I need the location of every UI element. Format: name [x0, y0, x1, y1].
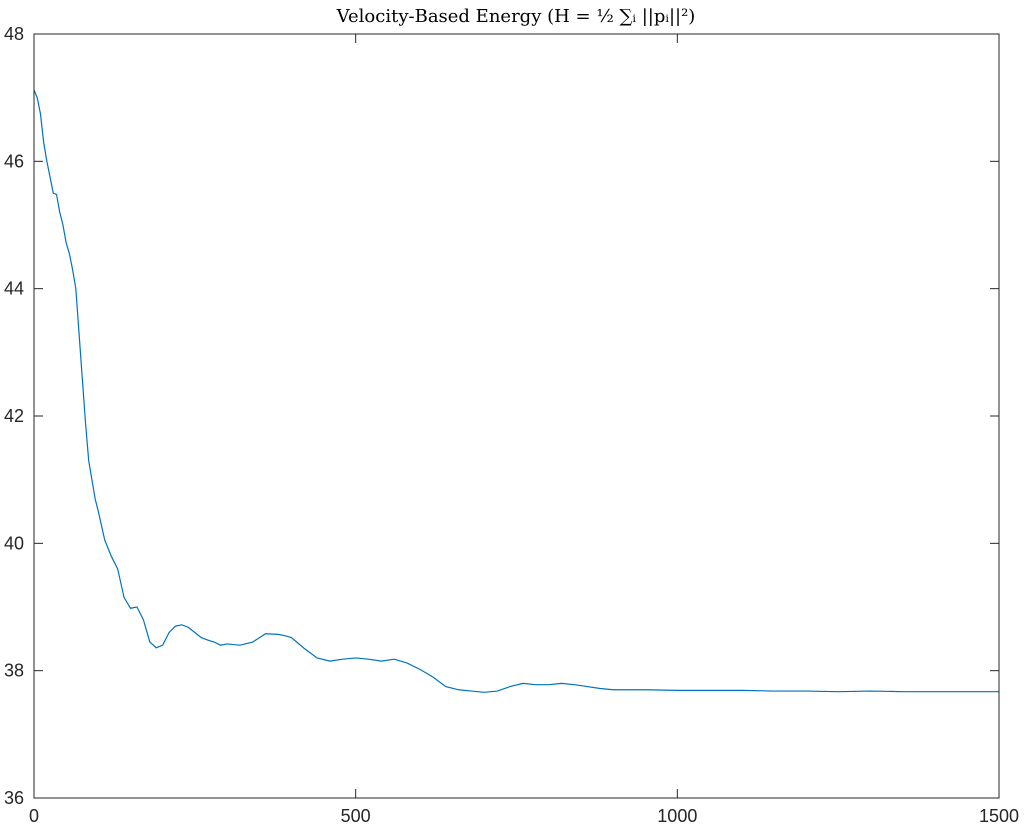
y-tick-label: 46 [4, 151, 24, 171]
y-tick-label: 44 [4, 279, 24, 299]
x-tick-label: 500 [341, 806, 371, 826]
y-tick-label: 40 [4, 533, 24, 553]
y-tick-label: 38 [4, 661, 24, 681]
x-tick-label: 1000 [657, 806, 697, 826]
x-tick-label: 1500 [979, 806, 1019, 826]
chart-title: Velocity-Based Energy (H = ½ ∑ᵢ ||pᵢ||²) [336, 6, 696, 27]
y-tick-label: 36 [4, 788, 24, 808]
y-tick-label: 48 [4, 24, 24, 44]
x-tick-label: 0 [29, 806, 39, 826]
y-tick-label: 42 [4, 406, 24, 426]
axis-tick-labels: 0 500 1000 1500 36 38 40 42 44 46 48 [4, 24, 1019, 826]
plot-area [34, 34, 999, 798]
series-line [33, 89, 999, 693]
axes-box [33, 33, 1000, 799]
